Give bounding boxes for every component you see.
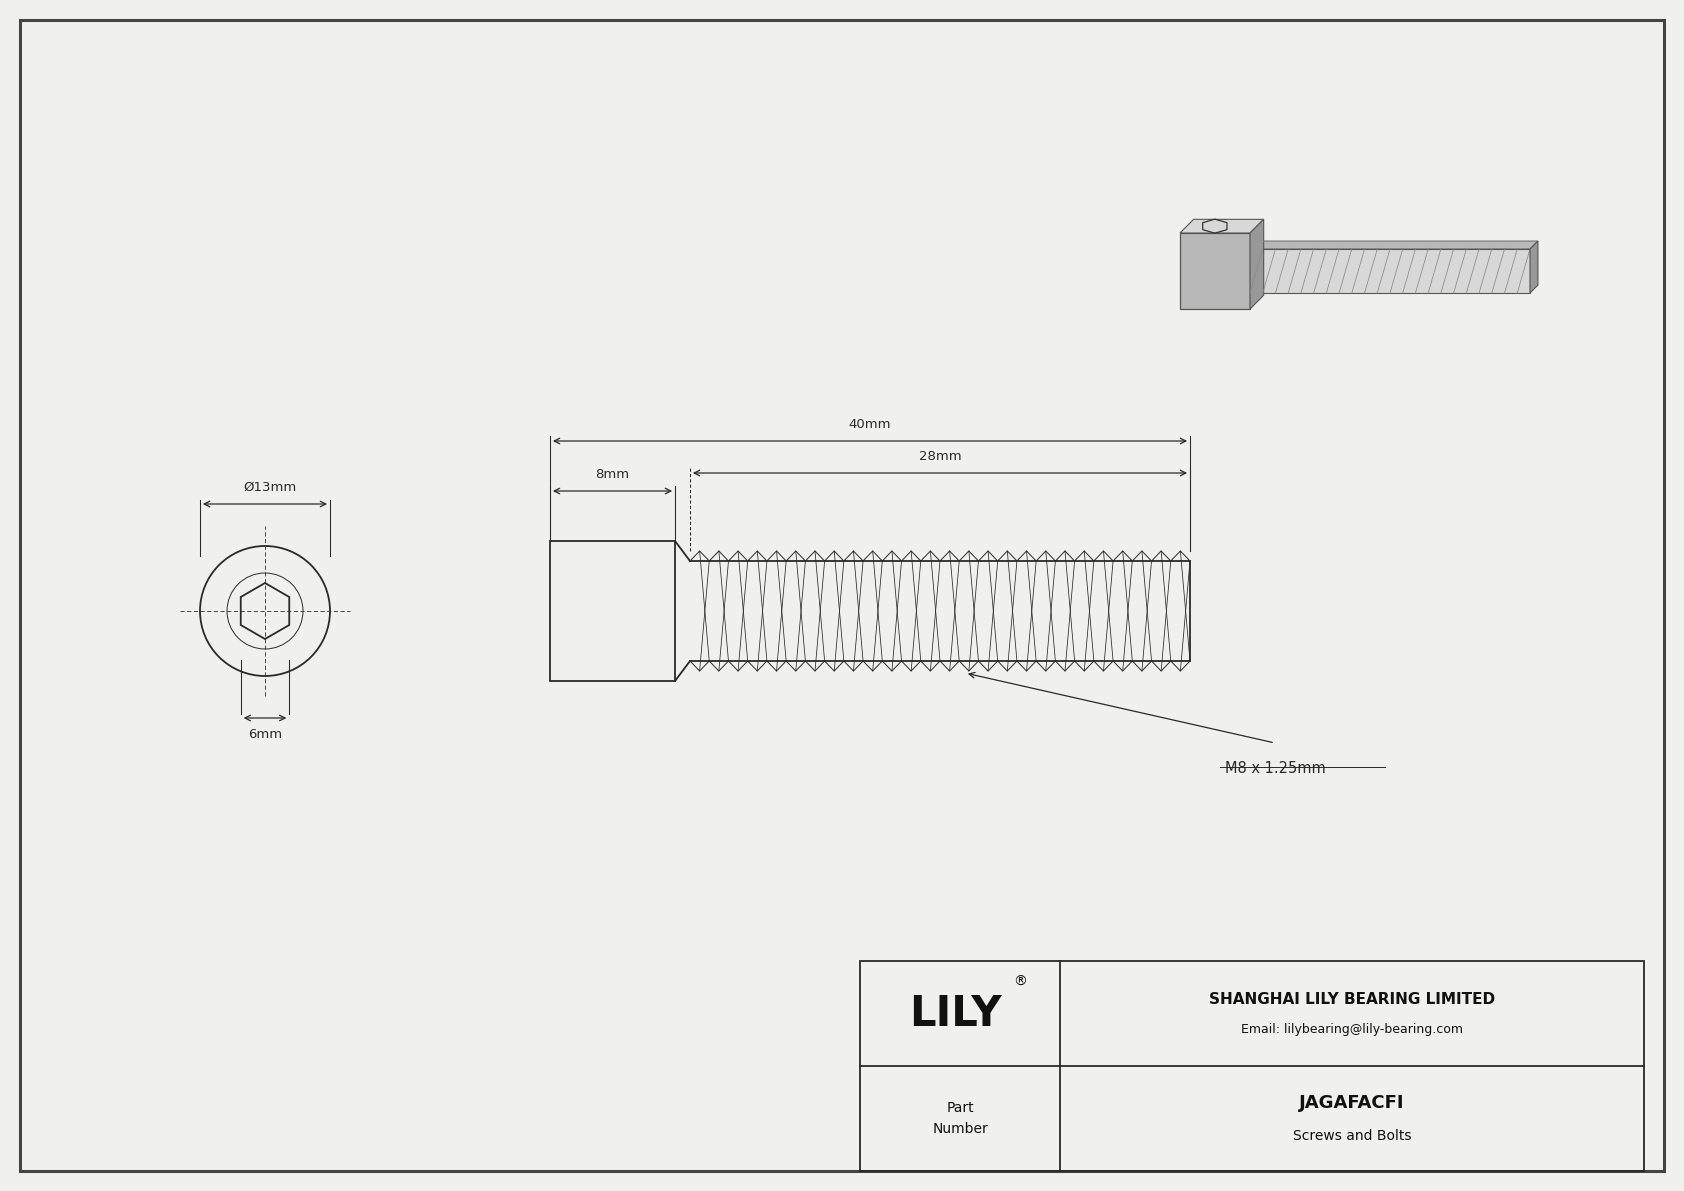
- Polygon shape: [1531, 241, 1537, 293]
- Polygon shape: [1250, 219, 1263, 308]
- Polygon shape: [1250, 241, 1537, 249]
- Text: 8mm: 8mm: [596, 468, 630, 481]
- Polygon shape: [1180, 233, 1250, 308]
- Text: 28mm: 28mm: [919, 450, 962, 463]
- Text: Part
Number: Part Number: [933, 1102, 989, 1136]
- Text: LILY: LILY: [909, 992, 1002, 1035]
- Text: 40mm: 40mm: [849, 418, 891, 431]
- Text: 6mm: 6mm: [248, 728, 281, 741]
- Text: SHANGHAI LILY BEARING LIMITED: SHANGHAI LILY BEARING LIMITED: [1209, 992, 1495, 1008]
- Bar: [861, 961, 1644, 1171]
- Text: JAGAFACFI: JAGAFACFI: [1300, 1095, 1404, 1112]
- Text: Email: lilybearing@lily-bearing.com: Email: lilybearing@lily-bearing.com: [1241, 1023, 1463, 1036]
- Text: ®: ®: [1014, 974, 1027, 989]
- Text: Screws and Bolts: Screws and Bolts: [1293, 1129, 1411, 1143]
- Text: M8 x 1.25mm: M8 x 1.25mm: [1224, 761, 1325, 777]
- Polygon shape: [1250, 249, 1531, 293]
- Text: Ø13mm: Ø13mm: [244, 481, 296, 494]
- Polygon shape: [1180, 219, 1263, 233]
- Bar: [551, 541, 675, 681]
